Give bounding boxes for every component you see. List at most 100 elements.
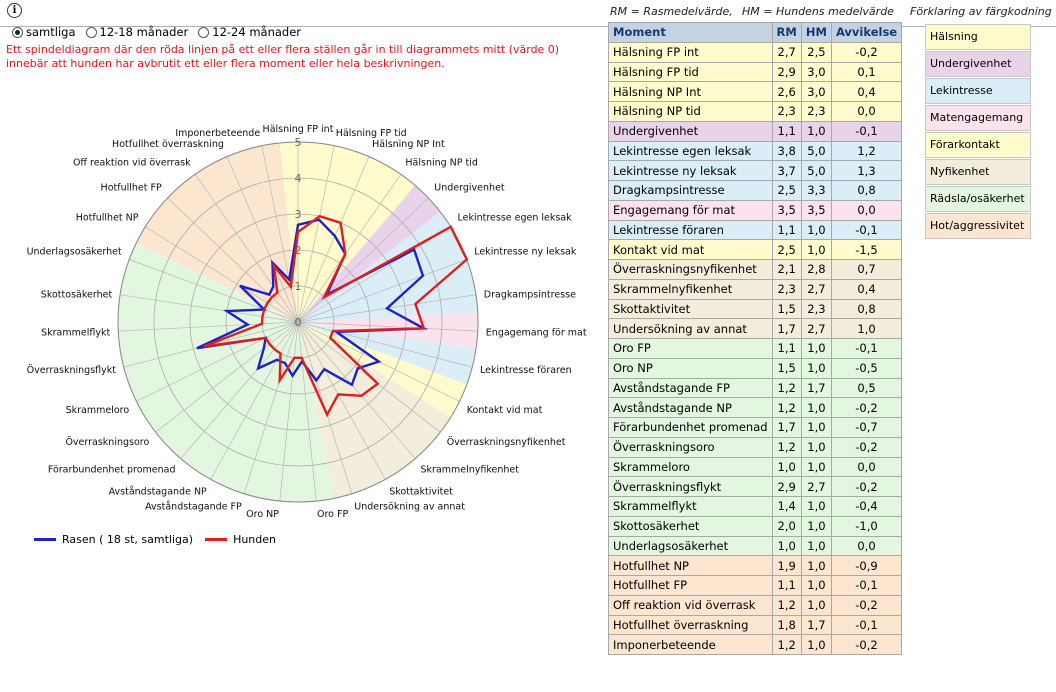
tick-label: 1 xyxy=(295,280,302,293)
tick-label: 5 xyxy=(295,136,302,149)
col-moment[interactable]: Moment xyxy=(608,22,773,43)
color-legend-item: Hot/aggressivitet xyxy=(925,213,1031,239)
color-legend-item: Nyfikenhet xyxy=(925,159,1031,185)
cell-dev: 0,0 xyxy=(830,199,903,221)
cell-hm: 1,0 xyxy=(800,634,832,655)
color-legend: Hälsning Undergivenhet Lekintresse Matengag… xyxy=(925,24,1031,240)
cell-dev: -0,7 xyxy=(830,417,903,438)
cell-hm: 1,0 xyxy=(800,555,832,576)
table-row: Överraskningsoro 1,2 1,0 -0,2 xyxy=(608,436,903,458)
cell-rm: 2,5 xyxy=(771,180,802,201)
cell-rm: 2,1 xyxy=(771,259,802,280)
cell-rm: 1,1 xyxy=(771,338,802,359)
axis-label: Skrammelflykt xyxy=(41,328,110,339)
col-rm[interactable]: RM xyxy=(771,22,802,43)
col-hm[interactable]: HM xyxy=(800,22,832,43)
cell-rm: 1,8 xyxy=(771,614,802,636)
radio-dot-icon[interactable] xyxy=(198,26,210,38)
cell-moment: Hälsning NP Int xyxy=(608,81,773,102)
cell-hm: 5,0 xyxy=(800,160,832,181)
radio-dot-icon[interactable] xyxy=(85,26,97,38)
cell-dev: 0,0 xyxy=(830,101,903,122)
cell-dev: -0,1 xyxy=(830,219,903,241)
tick-label: 3 xyxy=(295,208,302,221)
cell-dev: -1,0 xyxy=(830,515,903,537)
sector-8 xyxy=(298,312,478,350)
cell-rm: 2,7 xyxy=(771,41,802,63)
cell-hm: 1,0 xyxy=(800,515,832,537)
sector-1 xyxy=(298,142,352,322)
grid-spoke xyxy=(297,145,335,323)
axis-label: Hotfullhet NP xyxy=(76,213,139,224)
rm-definition: RM = Rasmedelvärde, xyxy=(610,5,733,18)
axis-label: Lekintresse egen leksak xyxy=(458,213,573,224)
cell-hm: 1,0 xyxy=(800,357,832,379)
cell-dev: -0,1 xyxy=(830,120,903,142)
table-row: Hotfullhet överraskning 1,8 1,7 -0,1 xyxy=(608,614,903,636)
series-line-0 xyxy=(196,218,429,387)
table-row: Överraskningsflykt 2,9 2,7 -0,2 xyxy=(608,476,903,497)
table-row: Lekintresse egen leksak 3,8 5,0 1,2 xyxy=(608,140,903,162)
cell-dev: -0,1 xyxy=(830,338,903,359)
cell-moment: Skottaktivitet xyxy=(608,298,773,320)
sector-21 xyxy=(129,322,298,418)
radio-samtliga[interactable]: samtliga xyxy=(12,25,76,39)
cell-dev: 1,3 xyxy=(830,160,903,181)
table-row: Hälsning NP tid 2,3 2,3 0,0 xyxy=(608,101,903,122)
cell-hm: 2,3 xyxy=(800,298,832,320)
color-legend-item: Undergivenhet xyxy=(925,51,1031,77)
info-icon[interactable]: i xyxy=(7,3,22,18)
table-row: Kontakt vid mat 2,5 1,0 -1,5 xyxy=(608,239,903,260)
cell-hm: 1,0 xyxy=(800,535,832,557)
axis-label: Överraskningsnyfikenhet xyxy=(447,437,566,448)
cell-moment: Förarbundenhet promenad xyxy=(608,417,773,438)
sector-14 xyxy=(298,322,369,499)
table-row: Underlagsosäkerhet 1,0 1,0 0,0 xyxy=(608,535,903,557)
color-legend-item: Matengagemang xyxy=(925,105,1031,131)
table-row: Oro FP 1,1 1,0 -0,1 xyxy=(608,338,903,359)
cell-moment: Dragkampsintresse xyxy=(608,180,773,201)
cell-hm: 1,0 xyxy=(800,594,832,616)
axis-label: Hälsning FP tid xyxy=(336,128,407,139)
cell-moment: Lekintresse egen leksak xyxy=(608,140,773,162)
sector-19 xyxy=(167,322,298,470)
grid-spoke xyxy=(226,156,299,323)
tick-label: 4 xyxy=(295,172,302,185)
cell-dev: -0,2 xyxy=(830,436,903,458)
cell-rm: 1,1 xyxy=(771,219,802,241)
cell-moment: Skrammelflykt xyxy=(608,496,773,517)
cell-moment: Överraskningsoro xyxy=(608,436,773,458)
cell-hm: 1,0 xyxy=(800,120,832,142)
cell-rm: 1,7 xyxy=(771,417,802,438)
grid-spoke xyxy=(118,321,299,332)
axis-label: Dragkampsintresse xyxy=(484,290,576,301)
cell-hm: 1,0 xyxy=(800,496,832,517)
axis-label: Hotfullhet överraskning xyxy=(112,139,224,150)
grid-spoke xyxy=(297,174,402,323)
grid-spoke xyxy=(297,259,467,323)
table-row: Skrammeloro 1,0 1,0 0,0 xyxy=(608,456,903,478)
cell-rm: 1,2 xyxy=(771,634,802,655)
cell-moment: Avståndstagande NP xyxy=(608,397,773,418)
sector-12 xyxy=(298,322,429,470)
axis-label: Skottosäkerhet xyxy=(41,290,113,301)
grid-spoke xyxy=(297,321,478,332)
cell-dev: 0,5 xyxy=(830,377,903,399)
radio-dot-icon[interactable] xyxy=(12,26,23,38)
cell-dev: 1,0 xyxy=(830,318,903,339)
col-avvikelse[interactable]: Avvikelse xyxy=(830,22,903,43)
radio-12-18[interactable]: 12-18 månader xyxy=(85,25,188,39)
cell-moment: Hotfullhet överraskning xyxy=(608,614,773,636)
cell-hm: 5,0 xyxy=(800,140,832,162)
table-row: Imponerbeteende 1,2 1,0 -0,2 xyxy=(608,634,903,655)
table-row: Skottosäkerhet 2,0 1,0 -1,0 xyxy=(608,515,903,537)
radio-12-24[interactable]: 12-24 månader xyxy=(198,25,301,39)
grid-spoke xyxy=(297,321,317,502)
cell-moment: Hotfullhet NP xyxy=(608,555,773,576)
cell-rm: 1,5 xyxy=(771,357,802,379)
grid-spoke xyxy=(297,321,473,368)
axis-label: Undersökning av annat xyxy=(354,501,465,512)
tick-label: 0 xyxy=(295,316,302,329)
cell-moment: Oro FP xyxy=(608,338,773,359)
cell-rm: 3,7 xyxy=(771,160,802,181)
